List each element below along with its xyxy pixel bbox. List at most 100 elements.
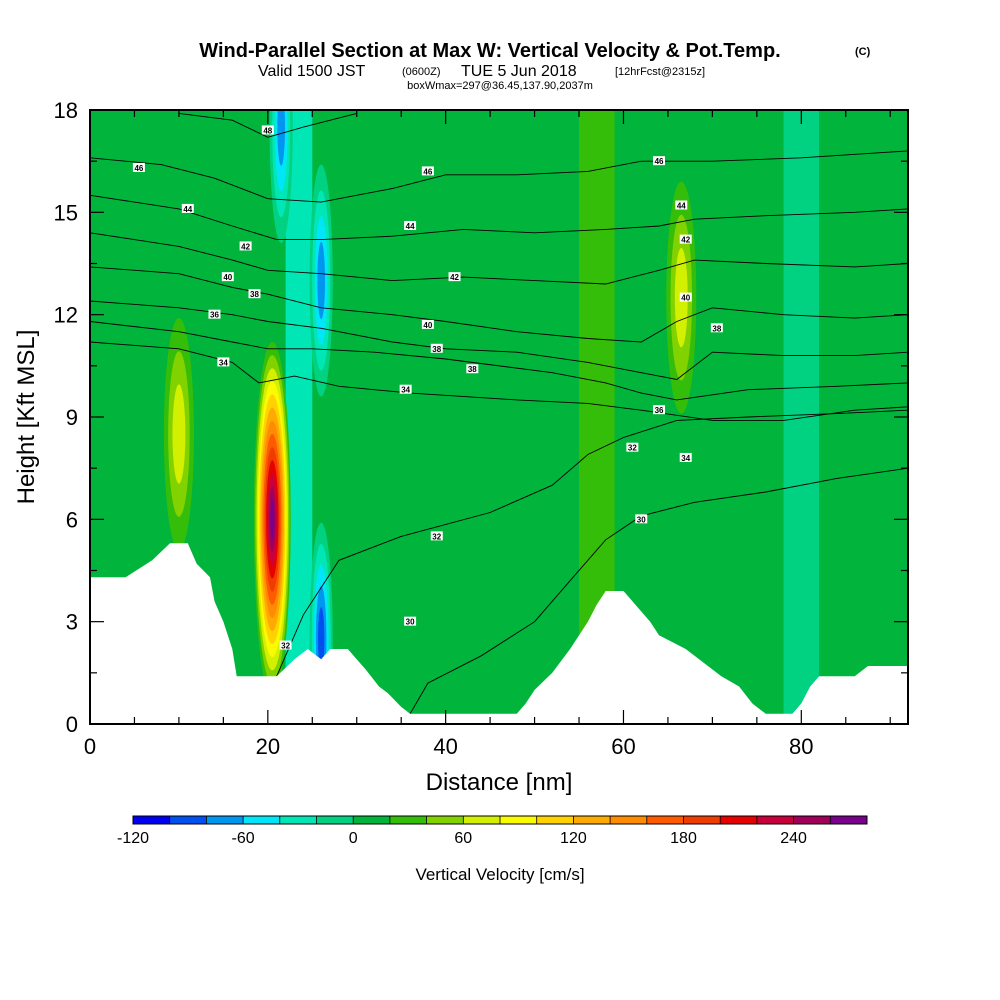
y-tick-label: 15 [54, 200, 78, 225]
isentrope-label-text: 42 [241, 242, 250, 251]
subtitle-forecast: [12hrFcst@2315z] [615, 66, 705, 78]
isentrope-label: 46 [653, 156, 666, 166]
isentrope-label-box [635, 514, 648, 524]
isentrope-44 [90, 194, 908, 241]
isentrope-label-box [710, 323, 723, 333]
isentrope-label: 38 [466, 364, 479, 374]
downdraft-core [317, 241, 326, 320]
isentrope-32 [276, 409, 908, 677]
isentrope-label-box [404, 220, 417, 230]
colorbar-swatch [353, 816, 391, 824]
colorbar-swatch [720, 816, 758, 824]
velocity-band [539, 110, 566, 724]
isentrope-36 [90, 321, 908, 401]
isentrope-label-box [448, 272, 461, 282]
chart-title: Wind-Parallel Section at Max W: Vertical… [199, 40, 780, 62]
isentrope-label-text: 34 [401, 386, 410, 395]
isentrope-label: 36 [208, 309, 221, 320]
x-axis-ticks: 0 20 40 60 80 [84, 110, 891, 759]
y-tick-label: 3 [66, 610, 78, 635]
colorbar-swatch [500, 816, 538, 824]
x-tick-label: 20 [256, 734, 280, 759]
isentrope-42 [90, 232, 908, 285]
isentrope-label: 38 [430, 343, 443, 354]
y-tick-label: 6 [66, 507, 78, 532]
colorbar-swatch [206, 816, 244, 824]
isentrope-label-text: 44 [406, 222, 415, 231]
isentrope-label-box [653, 405, 666, 415]
isentrope-label-text: 32 [281, 642, 290, 651]
subtitle-valid: Valid 1500 JST [258, 63, 366, 80]
isentrope-label: 34 [399, 384, 412, 395]
colorbar-swatch [573, 816, 611, 824]
isentrope-label: 40 [679, 292, 692, 303]
isentrope-label-box [653, 156, 666, 166]
colorbar-swatch [683, 816, 721, 824]
colorbar-swatch [133, 816, 171, 824]
colorbar-tick-label: 240 [780, 830, 807, 847]
isentrope-label: 30 [635, 514, 648, 524]
colorbar-swatch [793, 816, 831, 824]
colorbar [132, 815, 868, 825]
isentrope-label: 40 [221, 272, 234, 282]
colorbar-swatch [243, 816, 281, 824]
isentrope-label: 38 [248, 289, 261, 299]
colorbar-swatch [536, 816, 574, 824]
colorbar-swatch [830, 816, 868, 824]
isentrope-label-box [181, 203, 194, 213]
isentrope-label: 44 [675, 200, 688, 211]
subtitle-utc: (0600Z) [402, 66, 441, 78]
isentrope-label: 48 [261, 125, 274, 135]
isentrope-label-text: 46 [655, 157, 664, 166]
isentrope-label-box [399, 384, 412, 394]
y-tick-label: 18 [54, 98, 78, 123]
isentrope-30 [409, 467, 908, 715]
colorbar-tick-label: 0 [349, 830, 358, 847]
isentrope-label-text: 36 [210, 311, 219, 320]
isentrope-label-text: 38 [468, 365, 477, 374]
terrain [90, 543, 908, 724]
isentrope-label: 46 [132, 162, 145, 173]
x-axis-label: Distance [nm] [426, 769, 573, 796]
isentrope-label-box [679, 452, 692, 462]
isentrope-label: 32 [279, 640, 292, 651]
isentrope-label-box [430, 531, 443, 541]
isentrope-label: 44 [404, 220, 417, 231]
colorbar-swatch [389, 816, 427, 824]
isentrope-label: 40 [421, 319, 434, 330]
isentrope-label-text: 32 [628, 444, 637, 453]
isentrope-label-text: 46 [134, 164, 143, 173]
subtitle-date: TUE 5 Jun 2018 [461, 63, 577, 80]
isentrope-label-box [675, 200, 688, 210]
velocity-band [392, 110, 446, 724]
velocity-band [481, 110, 517, 724]
isentrope-label-text: 38 [250, 290, 259, 299]
isentrope-label: 34 [679, 452, 692, 463]
isentrope-label-text: 44 [183, 205, 192, 214]
colorbar-tick-label: 180 [670, 830, 697, 847]
isentrope-label: 44 [181, 203, 194, 214]
colorbar-swatch [756, 816, 794, 824]
colorbar-swatch [610, 816, 648, 824]
velocity-band [285, 110, 313, 724]
downdraft-core [318, 607, 325, 671]
isentrope-label-box [626, 442, 639, 452]
isentrope-label-text: 40 [423, 321, 432, 330]
x-tick-label: 60 [611, 734, 635, 759]
colorbar-swatch [426, 816, 464, 824]
subtitle-line: Valid 1500 JST (0600Z) TUE 5 Jun 2018 [1… [258, 63, 705, 80]
colorbar-tick-label: -120 [117, 830, 149, 847]
isentrope-label-box [466, 364, 479, 374]
copyright-mark: (C) [855, 46, 871, 58]
isentrope-label: 30 [404, 616, 417, 627]
colorbar-tick-label: 60 [454, 830, 472, 847]
isentrope-label-text: 36 [655, 406, 664, 415]
velocity-band [347, 110, 384, 724]
x-tick-label: 40 [433, 734, 457, 759]
isentrope-label-box [404, 616, 417, 626]
isentrope-label-box [208, 309, 221, 319]
isentrope-label-box [679, 234, 692, 244]
velocity-band [699, 110, 726, 724]
isentrope-label-text: 42 [681, 236, 690, 245]
isentrope-label: 36 [653, 405, 666, 415]
